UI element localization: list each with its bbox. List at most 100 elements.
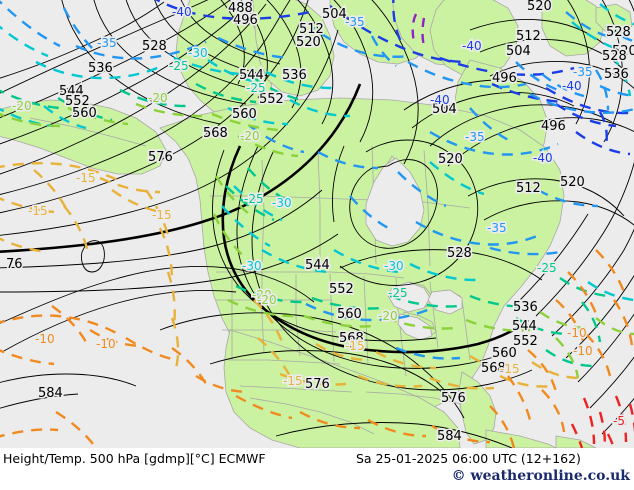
svg-text:528: 528	[606, 25, 631, 40]
svg-text:552: 552	[513, 334, 538, 349]
temperature-contour-label: -10	[573, 344, 593, 358]
temperature-contour-label: -20	[252, 288, 272, 302]
svg-text:568: 568	[203, 126, 228, 141]
svg-text:-30: -30	[242, 259, 262, 273]
temperature-contour-label: -25	[169, 59, 189, 73]
chart-title: Height/Temp. 500 hPa [gdmp][°C] ECMWF	[3, 451, 266, 466]
svg-text:-10: -10	[573, 344, 593, 358]
svg-text:512: 512	[516, 29, 541, 44]
svg-text:-15: -15	[152, 208, 172, 222]
isotherm-minus5	[570, 395, 634, 448]
height-contour-label: 576	[441, 391, 466, 406]
temperature-contour-labels: -40-40-35-35-30-30-25-25-20-20-20-20-25-…	[10, 3, 626, 429]
isotherm-minus10	[0, 249, 634, 448]
copyright-notice: © weatheronline.co.uk	[451, 468, 630, 484]
temperature-contour-label: -15	[345, 339, 365, 353]
temperature-contour-label: -15	[76, 171, 96, 185]
svg-text:-20: -20	[12, 99, 32, 113]
svg-text:-30: -30	[384, 259, 404, 273]
temperature-contour-label: -40	[562, 79, 582, 93]
height-contour-label: 576	[148, 150, 173, 165]
temperature-contour-label: -30	[188, 46, 208, 60]
isotherm-minus45	[411, 13, 426, 47]
height-contour-label: 552	[329, 282, 354, 297]
svg-text:-10: -10	[96, 337, 116, 351]
svg-text:-35: -35	[345, 15, 365, 29]
isotherm-minus40	[154, 0, 634, 156]
height-contour-label: 504	[432, 102, 457, 117]
svg-text:-20: -20	[240, 129, 260, 143]
temperature-contour-label: -30	[242, 259, 262, 273]
height-contour-label: 568	[203, 126, 228, 141]
height-contour-label: 496	[541, 119, 566, 134]
temperature-contour-label: -20	[148, 91, 168, 105]
svg-text:512: 512	[516, 181, 541, 196]
svg-text:568: 568	[339, 331, 364, 346]
height-contour-label: 512	[516, 29, 541, 44]
height-contour-label: 520	[296, 35, 321, 50]
svg-text:504: 504	[506, 44, 531, 59]
height-contour-label: 528	[447, 246, 472, 261]
height-contour-label: 584	[437, 429, 462, 444]
svg-text:544: 544	[59, 84, 84, 99]
temperature-contour-label: -35	[573, 65, 593, 79]
svg-text:-35: -35	[97, 36, 117, 50]
temperature-contour-label: -15	[152, 208, 172, 222]
svg-text:536: 536	[513, 300, 538, 315]
svg-text:504: 504	[432, 102, 457, 117]
svg-text:-10: -10	[35, 332, 55, 346]
temperature-contour-label: -15	[283, 374, 303, 388]
svg-text:-15: -15	[283, 374, 303, 388]
svg-text:576: 576	[441, 391, 466, 406]
height-contour-label: 536	[604, 67, 629, 82]
svg-text:-40: -40	[533, 151, 553, 165]
height-contour-label: 536	[282, 68, 307, 83]
land-polygons	[0, 0, 633, 448]
height-contour-label: 560	[492, 346, 517, 361]
svg-text:560: 560	[72, 106, 97, 121]
temperature-contour-label: -30	[272, 196, 292, 210]
height-contour-label: 512	[299, 22, 324, 37]
svg-text:-20: -20	[252, 288, 272, 302]
svg-text:-30: -30	[272, 196, 292, 210]
height-contour-label: 560	[72, 106, 97, 121]
svg-text:76: 76	[6, 257, 23, 272]
svg-text:496: 496	[492, 71, 517, 86]
svg-text:-15: -15	[28, 204, 48, 218]
temperature-contour-label: -10	[567, 326, 587, 340]
svg-text:-20: -20	[378, 309, 398, 323]
temperature-contour-label: -20	[12, 99, 32, 113]
height-contour-label: 512	[516, 181, 541, 196]
svg-text:544: 544	[512, 319, 537, 334]
svg-text:552: 552	[65, 94, 90, 109]
svg-text:504: 504	[322, 7, 347, 22]
height-contour-label: 520	[527, 0, 552, 14]
temperature-contour-label: -10	[35, 332, 55, 346]
temperature-contour-label: -20	[240, 129, 260, 143]
temperature-contour-label: -5	[613, 414, 625, 428]
isotherm-minus20	[0, 102, 634, 379]
height-contour-label: 520	[438, 152, 463, 167]
svg-text:-40: -40	[430, 93, 450, 107]
height-contour-label: 544	[305, 258, 330, 273]
height-contour-label: 536	[513, 300, 538, 315]
svg-text:576: 576	[305, 377, 330, 392]
height-contour-label: 552	[513, 334, 538, 349]
isotherm-minus25	[0, 77, 609, 368]
svg-text:560: 560	[492, 346, 517, 361]
svg-text:-35: -35	[465, 130, 485, 144]
svg-text:544: 544	[239, 68, 264, 83]
height-contour-label: 496	[233, 13, 258, 28]
map-canvas[interactable]: 488 488 496 496 504 504 520 520 512 512 504 504 496 4…	[0, 0, 634, 448]
svg-text:584: 584	[38, 386, 63, 401]
temperature-contour-label: -40	[172, 5, 192, 19]
svg-text:584: 584	[437, 429, 462, 444]
height-contour-label: 528	[602, 49, 627, 64]
isotherm-minus30	[0, 3, 634, 302]
height-contour-label: 536	[88, 61, 113, 76]
temperature-contour-label: -40	[462, 39, 482, 53]
height-contour-label: 552	[65, 94, 90, 109]
svg-text:-35: -35	[573, 65, 593, 79]
temperature-contour-label: -35	[487, 221, 507, 235]
height-contour-label: 544	[512, 319, 537, 334]
